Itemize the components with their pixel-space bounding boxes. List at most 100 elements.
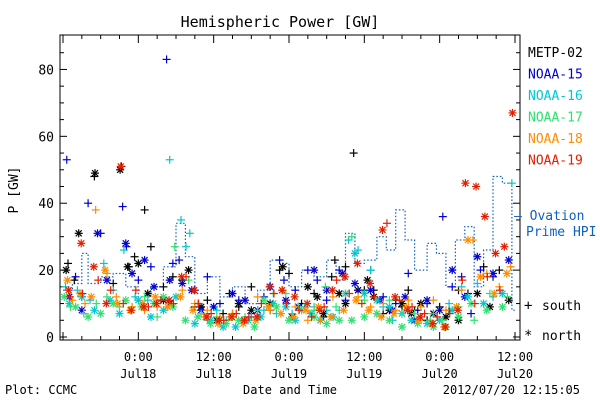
north-point xyxy=(423,296,432,305)
footer-timestamp: 2012/07/20 12:15:05 xyxy=(443,383,580,397)
x-tick-date-label: Jul19 xyxy=(271,367,307,381)
south-point xyxy=(165,155,174,164)
south-point xyxy=(457,286,466,295)
north-point xyxy=(498,302,507,311)
north-point xyxy=(176,292,185,301)
south-point xyxy=(295,306,304,315)
north-point xyxy=(152,299,161,308)
south-point xyxy=(395,296,404,305)
north-point xyxy=(339,306,348,315)
south-point xyxy=(347,232,356,241)
legend-entry: NOAA-18 xyxy=(528,132,583,147)
legend-symbol-label: north xyxy=(542,329,581,344)
north-point xyxy=(168,302,177,311)
south-point xyxy=(153,312,162,321)
x-tick-time-label: 12:00 xyxy=(346,350,382,364)
north-point xyxy=(272,302,281,311)
north-point xyxy=(184,266,193,275)
north-point xyxy=(84,312,93,321)
north-point xyxy=(502,269,511,278)
north-point xyxy=(461,179,470,188)
north-point xyxy=(403,306,412,315)
north-point xyxy=(177,272,186,281)
north-point xyxy=(215,316,224,325)
south-point xyxy=(79,309,88,318)
south-point xyxy=(408,302,417,311)
south-point xyxy=(244,312,253,321)
x-tick-date-label: Jul18 xyxy=(196,367,232,381)
south-point xyxy=(341,296,350,305)
legend-ovation-line2: Prime HPI xyxy=(526,225,596,240)
north-point xyxy=(115,309,124,318)
south-point xyxy=(80,299,89,308)
south-point xyxy=(473,279,482,288)
south-point xyxy=(140,205,149,214)
south-point xyxy=(385,296,394,305)
south-point xyxy=(253,306,262,315)
south-point xyxy=(170,242,179,251)
legend-symbol: * xyxy=(524,328,532,344)
north-point xyxy=(290,292,299,301)
south-point xyxy=(194,299,203,308)
north-point xyxy=(151,292,160,301)
legend-symbol-label: south xyxy=(542,299,581,314)
legend-symbol: + xyxy=(524,298,532,314)
south-point xyxy=(470,299,479,308)
south-point xyxy=(175,256,184,265)
ovation-hpi-series xyxy=(63,175,515,311)
y-axis-label: P [GW] xyxy=(7,167,22,214)
south-point xyxy=(131,286,140,295)
south-point xyxy=(482,269,491,278)
north-point xyxy=(252,312,261,321)
legend-entry: NOAA-17 xyxy=(528,111,583,126)
north-point xyxy=(91,169,100,178)
south-point xyxy=(332,276,341,285)
south-point xyxy=(169,299,178,308)
x-tick-date-label: Jul20 xyxy=(422,367,458,381)
north-point xyxy=(250,322,259,331)
north-point xyxy=(401,292,410,301)
north-point xyxy=(327,312,336,321)
north-point xyxy=(473,252,482,261)
north-point xyxy=(163,302,172,311)
south-point xyxy=(429,296,438,305)
legend-entry: NOAA-16 xyxy=(528,89,583,104)
north-point xyxy=(504,256,513,265)
south-point xyxy=(146,242,155,251)
north-point xyxy=(352,296,361,305)
south-point xyxy=(354,292,363,301)
south-point xyxy=(269,289,278,298)
south-point xyxy=(185,229,194,238)
south-point xyxy=(203,296,212,305)
north-point xyxy=(335,316,344,325)
north-point xyxy=(504,296,513,305)
south-point xyxy=(257,299,266,308)
south-point xyxy=(321,282,330,291)
north-point xyxy=(463,236,472,245)
south-point xyxy=(495,286,504,295)
y-tick-label: 60 xyxy=(38,130,54,145)
north-point xyxy=(276,309,285,318)
north-point xyxy=(241,296,250,305)
legend-entry: METP-02 xyxy=(528,46,583,61)
south-point xyxy=(382,219,391,228)
south-point xyxy=(391,306,400,315)
south-point xyxy=(62,155,71,164)
north-point xyxy=(385,316,394,325)
south-point xyxy=(84,199,93,208)
south-point xyxy=(391,299,400,308)
south-point xyxy=(404,286,413,295)
south-point xyxy=(92,299,101,308)
south-point xyxy=(140,292,149,301)
south-point xyxy=(168,259,177,268)
south-point xyxy=(429,309,438,318)
south-point xyxy=(507,179,516,188)
south-point xyxy=(134,276,143,285)
south-point xyxy=(162,55,171,64)
y-tick-label: 40 xyxy=(38,197,54,212)
south-point xyxy=(78,289,87,298)
north-point xyxy=(134,259,143,268)
north-point xyxy=(453,306,462,315)
north-point xyxy=(77,239,86,248)
south-point xyxy=(341,262,350,271)
